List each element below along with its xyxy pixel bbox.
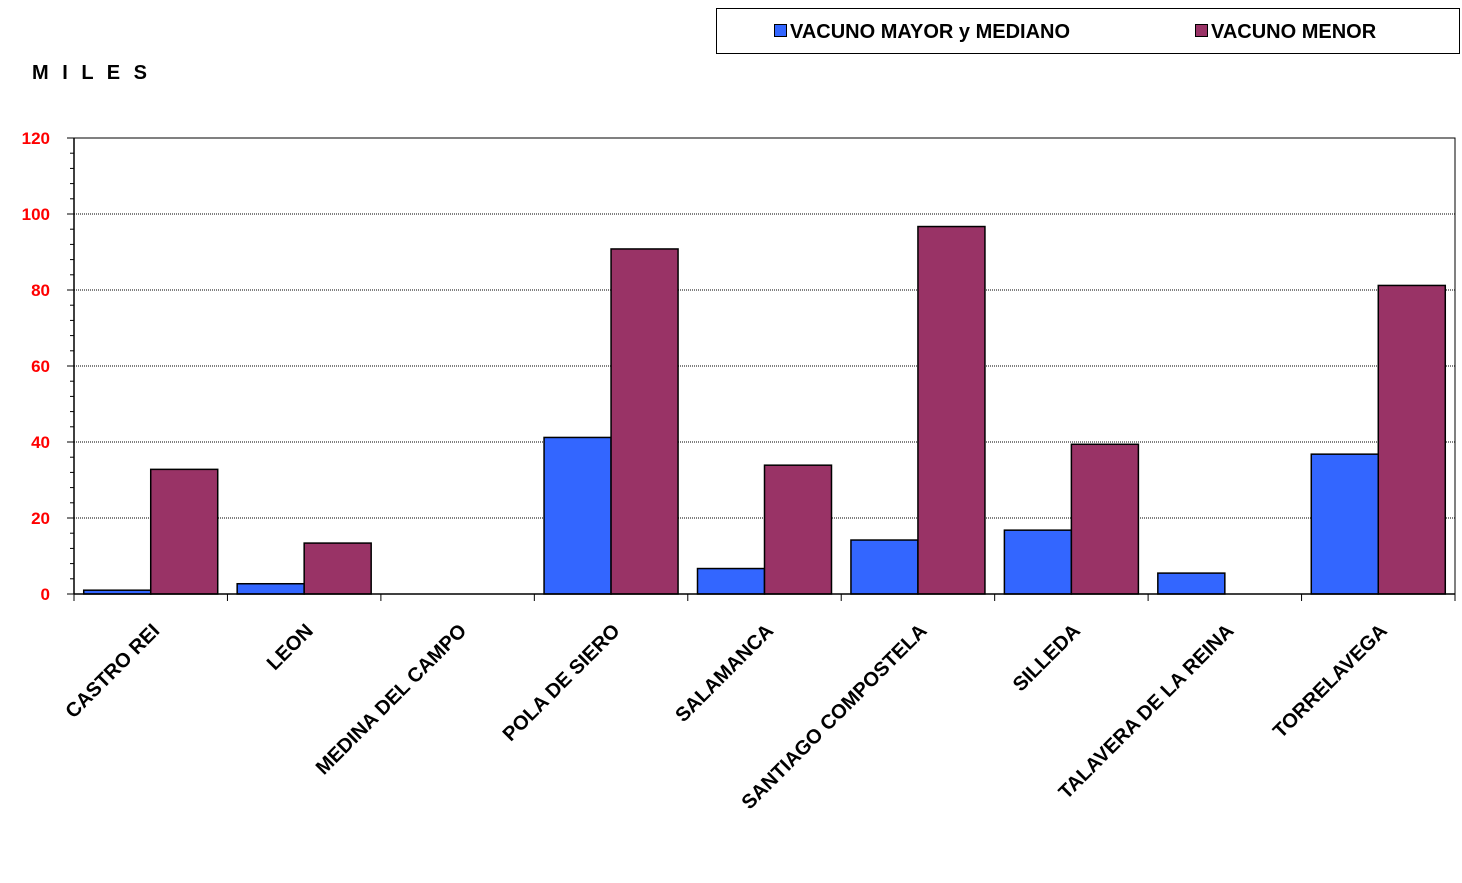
y-tick-label: 100 [22,205,50,224]
bar-menor [610,248,679,595]
category-label: TALAVERA DE LA REINA [1055,620,1239,804]
y-tick-label: 20 [31,509,50,528]
bar-menor [303,542,372,595]
bar-mayor [236,582,305,595]
bar-mayor [1003,529,1073,595]
category-label: SILLEDA [1009,620,1085,696]
y-tick-label: 120 [22,129,50,148]
bar-mayor [850,539,919,595]
legend: VACUNO MAYOR y MEDIANO VACUNO MENOR [716,8,1460,54]
bar-menor [763,464,833,595]
y-tick-label: 80 [31,281,50,300]
y-tick-label: 40 [31,433,50,452]
bar-menor [1377,284,1447,595]
units-label: M I L E S [32,62,151,84]
bar-mayor [1310,453,1380,595]
bar-menor [1070,443,1140,595]
category-label: LEON [263,620,318,675]
category-label: CASTRO REI [61,620,164,723]
category-label: TORRELAVEGA [1269,620,1392,743]
bar-mayor [1157,572,1226,595]
category-label: POLA DE SIERO [499,620,625,746]
legend-item-mayor: VACUNO MAYOR y MEDIANO [774,21,1070,43]
legend-label-mayor: VACUNO MAYOR y MEDIANO [790,21,1071,43]
bar-mayor [696,567,766,595]
legend-label-menor: VACUNO MENOR [1211,21,1377,43]
category-label: MEDINA DEL CAMPO [312,620,471,779]
bar-mayor [543,436,612,595]
legend-swatch-mayor [774,24,787,37]
y-tick-label: 0 [41,585,50,604]
axes [67,137,1456,601]
y-tick-label: 60 [31,357,50,376]
category-label: SALAMANCA [671,620,778,727]
bar-menor [917,225,986,595]
bar-menor [149,468,219,595]
legend-swatch-menor [1195,24,1208,37]
bars [82,225,1447,595]
category-label: SANTIAGO COMPOSTELA [738,620,932,814]
legend-item-menor: VACUNO MENOR [1195,21,1376,43]
